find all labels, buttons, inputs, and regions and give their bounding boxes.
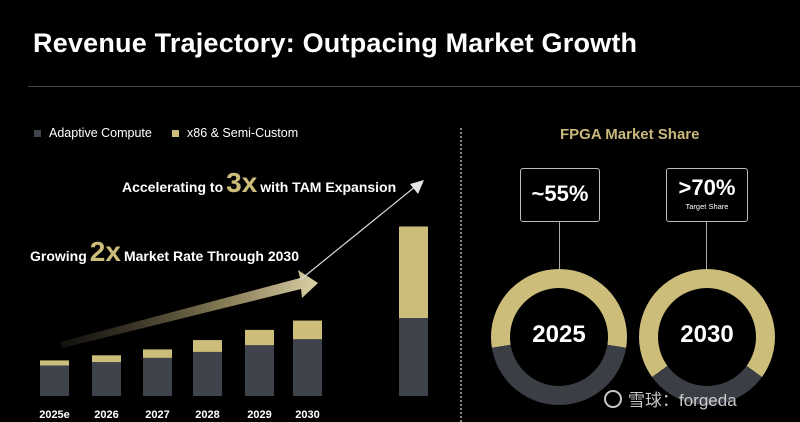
annotation-growing: Growing 2x Market Rate Through 2030 [30, 236, 299, 268]
bar-x86-2025e [40, 360, 69, 366]
x-tick-label-2029: 2029 [247, 409, 271, 421]
legend-swatch-adaptive [34, 129, 41, 137]
bar-x86-2028 [193, 340, 222, 352]
bar-adaptive-2025e [40, 365, 69, 396]
x-tick-label-2027: 2027 [145, 409, 169, 421]
share-year-2025: 2025 [532, 321, 586, 348]
legend-label-adaptive: Adaptive Compute [49, 126, 152, 140]
x-tick-label-2026: 2026 [94, 409, 118, 421]
title-rule [28, 86, 800, 87]
legend-adaptive: Adaptive Compute [34, 126, 152, 140]
legend-x86: x86 & Semi-Custom [172, 126, 298, 140]
share-box-2025: ~55% [520, 168, 600, 222]
bar-x86-2030 [293, 320, 322, 340]
bar-adaptive-2029 [245, 345, 274, 396]
annotation-accelerating-prefix: Accelerating to [122, 179, 224, 195]
bar-x86-2026 [92, 355, 121, 363]
ring-hole-2030 [658, 288, 756, 386]
legend-swatch-x86 [172, 129, 179, 137]
x-tick-label-2030: 2030 [295, 409, 319, 421]
revenue-chart: 2025e 2026 2027 2028 2029 2030 [39, 180, 428, 421]
legend-label-x86: x86 & Semi-Custom [187, 126, 299, 140]
annotation-accelerating-multiplier: 3x [226, 167, 258, 198]
bar-x86-future [399, 226, 428, 319]
annotation-growing-multiplier: 2x [89, 236, 121, 267]
share-year-2030: 2030 [680, 321, 734, 348]
section-divider [460, 128, 462, 422]
share-connector-2025 [559, 221, 560, 281]
share-value-2030: >70% [678, 175, 736, 200]
annotation-growing-prefix: Growing [30, 248, 87, 264]
growth-arrow [60, 270, 318, 348]
bar-adaptive-2028 [193, 351, 222, 396]
bar-adaptive-2027 [143, 357, 172, 396]
bar-x86-2027 [143, 349, 172, 358]
bar-adaptive-future [399, 318, 428, 396]
share-ring-2030: 2030 [639, 269, 775, 405]
bar-adaptive-2030 [293, 339, 322, 396]
annotation-accelerating: Accelerating to 3x with TAM Expansion [122, 167, 396, 199]
bar-adaptive-2026 [92, 362, 121, 396]
acceleration-arrow-line [299, 185, 417, 281]
bar-x86-2029 [245, 329, 274, 346]
fpga-share-title: FPGA Market Share [560, 126, 700, 143]
ring-hole-2025 [510, 288, 608, 386]
share-value-2025: ~55% [531, 181, 589, 206]
snowball-logo-icon [604, 389, 622, 408]
annotation-accelerating-suffix: with TAM Expansion [260, 179, 397, 195]
x-tick-label-2028: 2028 [195, 409, 219, 421]
acceleration-arrow-head [410, 180, 424, 194]
watermark: 雪球：forgeda [604, 386, 737, 411]
share-connector-2030 [706, 221, 707, 281]
share-sub-2030: Target Share [685, 202, 729, 211]
x-tick-label-2025e: 2025e [39, 409, 70, 421]
watermark-text: 雪球：forgeda [628, 391, 737, 410]
annotation-growing-suffix: Market Rate Through 2030 [123, 248, 299, 264]
page-title: Revenue Trajectory: Outpacing Market Gro… [33, 28, 638, 58]
share-ring-2025: 2025 [491, 269, 627, 405]
share-box-2030: >70% Target Share [666, 168, 748, 222]
